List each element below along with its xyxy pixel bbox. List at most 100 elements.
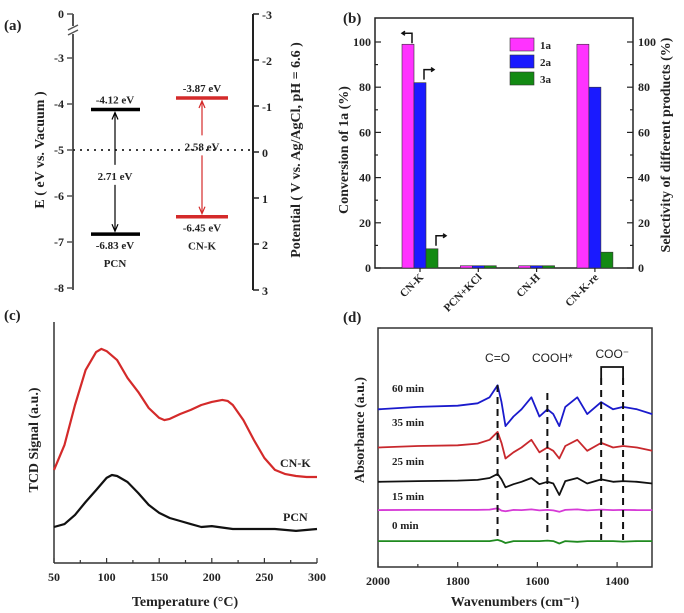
d-y-axis-title: Absorbance (a.u.) <box>353 377 368 484</box>
series-line-PCN <box>53 473 318 532</box>
a-right-tick-label: 2 <box>262 238 268 252</box>
band-gap-label: 2.58 eV <box>185 141 220 153</box>
c-x-tick-label: 200 <box>203 570 221 584</box>
material-label: CN-K <box>188 241 217 253</box>
annotation-cooh: COOH* <box>532 351 573 365</box>
time-label: 25 min <box>392 456 424 468</box>
bar-1a <box>576 43 590 269</box>
b-left-tick-label: 100 <box>353 35 371 49</box>
a-right-axis-title: Potential ( V vs. Ag/AgCl, pH = 6.6 ) <box>289 42 304 258</box>
cb-energy-label: -4.12 eV <box>96 95 135 107</box>
legend-swatch-2a <box>509 54 535 69</box>
bar-1a <box>459 265 473 269</box>
b-right-tick-label: 80 <box>638 80 650 94</box>
annotation-coo: COO⁻ <box>595 347 629 361</box>
a-right-tick-label: -3 <box>262 8 272 22</box>
bar-3a <box>483 265 497 269</box>
d-x-axis-title: Wavenumbers (cm⁻¹) <box>451 595 580 610</box>
a-left-tick-label: -6 <box>54 189 64 203</box>
legend-label: 2a <box>540 57 552 69</box>
band-gap-label: 2.71 eV <box>98 171 133 183</box>
b-left-tick-label: 20 <box>359 216 371 230</box>
spectrum-line <box>378 539 653 545</box>
c-x-tick-label: 100 <box>98 570 116 584</box>
cb-energy-label: -3.87 eV <box>183 83 222 95</box>
a-right-tick-label: 3 <box>262 284 268 298</box>
c-x-tick-label: 150 <box>150 570 168 584</box>
time-label: 15 min <box>392 491 424 503</box>
panel-a-energy-diagram: 0 -3 -4 -5 -6 -7 -8 -3 -2 -1 0 1 2 3 -4.12 eV -6.83 eV P… <box>54 7 272 298</box>
b-left-tick-label: 0 <box>365 261 371 275</box>
vb-energy-label: -6.83 eV <box>96 240 135 252</box>
bar-1a <box>401 43 415 269</box>
legend-swatch-1a <box>509 37 535 52</box>
b-left-tick-label: 60 <box>359 125 371 139</box>
vb-energy-label: -6.45 eV <box>183 223 222 235</box>
bar-2a <box>530 265 543 269</box>
panel-label-a: (a) <box>4 18 22 34</box>
b-left-tick-label: 40 <box>359 171 371 185</box>
spectrum-line <box>377 384 653 427</box>
a-right-tick-label: -1 <box>262 100 272 114</box>
coo-bracket <box>600 366 624 378</box>
d-x-tick-label: 1800 <box>446 574 470 588</box>
b-right-tick-label: 0 <box>638 261 644 275</box>
material-label: PCN <box>104 258 127 270</box>
series-label-CN-K: CN-K <box>280 456 311 470</box>
b-right-tick-label: 20 <box>638 216 650 230</box>
time-label: 0 min <box>392 520 419 532</box>
c-x-tick-label: 50 <box>48 570 60 584</box>
bar-1a <box>518 265 531 269</box>
time-label: 60 min <box>392 383 424 395</box>
d-x-tick-label: 2000 <box>366 574 390 588</box>
b-right-tick-label: 40 <box>638 171 650 185</box>
a-right-tick-label: 1 <box>262 192 268 206</box>
c-y-axis-title: TCD Signal (a.u.) <box>27 387 42 492</box>
bar-3a <box>600 251 614 269</box>
d-x-tick-label: 1400 <box>605 574 629 588</box>
c-x-axis-title: Temperature (°C) <box>132 595 239 610</box>
left-axis-arrow-icon <box>400 30 413 44</box>
panel-label-d: (d) <box>343 310 361 326</box>
spectrum-line <box>377 431 653 460</box>
right-axis-arrow-icon <box>423 67 436 80</box>
annotation-c-o: C=O <box>485 351 510 365</box>
a-left-axis-title: E ( eV vs. Vacuum ) <box>33 91 48 209</box>
panel-d-ir-spectra: 2000 1800 1600 1400 60 min 35 min 25 min 15 min… <box>366 327 653 588</box>
b-left-axis-title: Conversion of 1a (%) <box>337 86 352 214</box>
a-right-tick-label: -2 <box>262 54 272 68</box>
bar-2a <box>413 82 427 269</box>
c-x-tick-label: 250 <box>255 570 273 584</box>
time-label: 35 min <box>392 417 424 429</box>
b-left-tick-label: 80 <box>359 80 371 94</box>
a-left-tick-label: -5 <box>54 143 64 157</box>
a-left-tick-label: -7 <box>54 235 64 249</box>
legend-label: 3a <box>540 74 552 86</box>
axis-break-icon <box>67 24 79 36</box>
b-right-axis-title: Selectivity of different products (%) <box>659 37 674 252</box>
bar-2a <box>471 265 485 269</box>
b-right-tick-label: 60 <box>638 125 650 139</box>
a-left-tick-label: -8 <box>54 281 64 295</box>
a-left-tick-label: -4 <box>54 97 64 111</box>
arrowhead-icon <box>198 99 206 216</box>
bar-2a <box>588 86 602 269</box>
d-x-tick-label: 1600 <box>525 574 549 588</box>
series-label-PCN: PCN <box>283 510 308 524</box>
spectrum-line <box>377 507 653 513</box>
b-right-tick-label: 100 <box>638 35 656 49</box>
right-axis-arrow-icon <box>435 233 448 246</box>
b-plot-frame <box>374 17 634 269</box>
panel-label-c: (c) <box>4 308 21 324</box>
legend-swatch-3a <box>509 71 535 86</box>
bar-3a <box>425 248 439 269</box>
a-left-tick-label: -3 <box>54 51 64 65</box>
panel-c-tpd-chart: 50 100 150 200 250 300 CN-K PCN <box>48 322 326 584</box>
a-left-tick-label: 0 <box>58 7 64 21</box>
a-right-tick-label: 0 <box>262 146 268 160</box>
series-line-CN-K <box>52 347 317 479</box>
spectrum-line <box>377 473 653 496</box>
arrowhead-icon <box>111 110 119 233</box>
panel-label-b: (b) <box>343 11 361 27</box>
